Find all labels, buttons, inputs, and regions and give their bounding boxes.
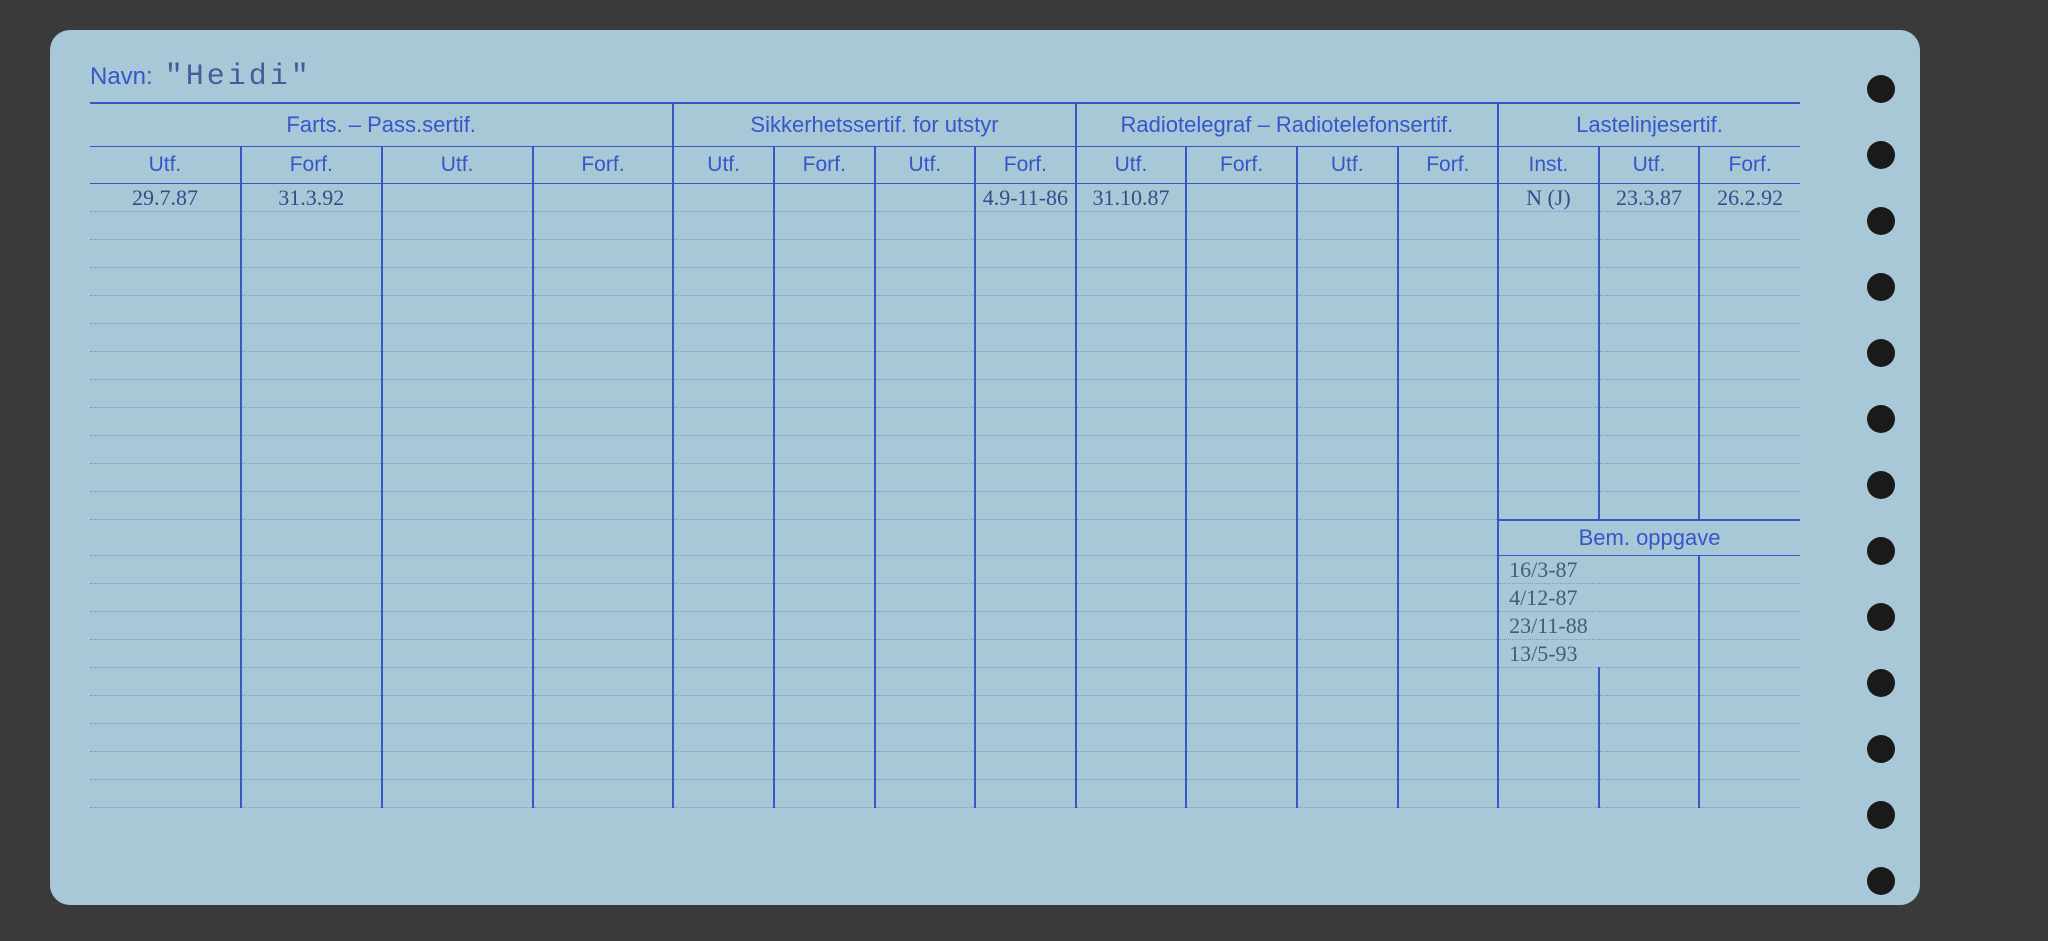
sub-forf: Forf. [533, 147, 674, 184]
cell-value: 31.10.87 [1092, 185, 1169, 210]
table-row [90, 296, 1800, 324]
table-row [90, 380, 1800, 408]
sub-utf: Utf. [90, 147, 241, 184]
hole [1867, 141, 1895, 169]
bem-oppgave-header: Bem. oppgave [90, 520, 1800, 556]
table-row: 29.7.87 31.3.92 4.9-11-86 31.10.87 N (J)… [90, 184, 1800, 212]
sub-forf: Forf. [975, 147, 1076, 184]
navn-value: "Heidi" [165, 60, 312, 94]
table-row: 23/11-88 [90, 612, 1800, 640]
hole [1867, 603, 1895, 631]
sub-forf: Forf. [1699, 147, 1800, 184]
group-farts: Farts. – Pass.sertif. [90, 104, 673, 147]
bem-value: 4/12-87 [1509, 585, 1577, 610]
hole [1867, 75, 1895, 103]
table-wrap: Farts. – Pass.sertif. Sikkerhetssertif. … [90, 104, 1800, 808]
table-row [90, 668, 1800, 696]
bem-value: 23/11-88 [1509, 613, 1588, 638]
sub-utf: Utf. [1599, 147, 1700, 184]
certificate-table: Farts. – Pass.sertif. Sikkerhetssertif. … [90, 104, 1800, 808]
bem-oppgave-label: Bem. oppgave [1498, 520, 1800, 556]
table-row [90, 436, 1800, 464]
card-content: Navn: "Heidi" Farts. – Pass.sertif. Sikk… [90, 60, 1800, 875]
cell-value: 4.9-11-86 [983, 185, 1068, 210]
group-sikkerhet: Sikkerhetssertif. for utstyr [673, 104, 1075, 147]
sub-forf: Forf. [241, 147, 382, 184]
cell-value: 29.7.87 [132, 185, 198, 210]
sub-forf: Forf. [1186, 147, 1297, 184]
cell-value: 31.3.92 [278, 185, 344, 210]
hole [1867, 405, 1895, 433]
table-row [90, 780, 1800, 808]
table-row [90, 324, 1800, 352]
hole [1867, 339, 1895, 367]
sub-utf: Utf. [673, 147, 774, 184]
bem-value: 16/3-87 [1509, 557, 1577, 582]
sub-inst: Inst. [1498, 147, 1599, 184]
group-radio: Radiotelegraf – Radiotelefonsertif. [1076, 104, 1498, 147]
table-row [90, 696, 1800, 724]
table-row [90, 464, 1800, 492]
name-row: Navn: "Heidi" [90, 60, 1800, 104]
table-row [90, 408, 1800, 436]
hole [1867, 735, 1895, 763]
table-row: 16/3-87 [90, 556, 1800, 584]
hole [1867, 867, 1895, 895]
bem-value: 13/5-93 [1509, 641, 1577, 666]
index-card: Navn: "Heidi" Farts. – Pass.sertif. Sikk… [50, 30, 1920, 905]
hole [1867, 801, 1895, 829]
table-row [90, 352, 1800, 380]
group-lastelinje: Lastelinjesertif. [1498, 104, 1800, 147]
binder-holes [1867, 75, 1895, 895]
cell-value: 23.3.87 [1616, 185, 1682, 210]
table-row: 4/12-87 [90, 584, 1800, 612]
hole [1867, 669, 1895, 697]
table-row [90, 724, 1800, 752]
table-body: 29.7.87 31.3.92 4.9-11-86 31.10.87 N (J)… [90, 184, 1800, 808]
table-row [90, 268, 1800, 296]
sub-utf: Utf. [382, 147, 533, 184]
sub-utf: Utf. [1076, 147, 1187, 184]
cell-value: N (J) [1526, 185, 1571, 210]
table-row [90, 492, 1800, 520]
hole [1867, 273, 1895, 301]
table-row: 13/5-93 [90, 640, 1800, 668]
table-row [90, 240, 1800, 268]
sub-forf: Forf. [1398, 147, 1499, 184]
hole [1867, 207, 1895, 235]
navn-label: Navn: [90, 63, 153, 91]
hole [1867, 471, 1895, 499]
sub-utf: Utf. [875, 147, 976, 184]
sub-forf: Forf. [774, 147, 875, 184]
hole [1867, 537, 1895, 565]
table-row [90, 212, 1800, 240]
cell-value: 26.2.92 [1717, 185, 1783, 210]
sub-utf: Utf. [1297, 147, 1398, 184]
table-row [90, 752, 1800, 780]
